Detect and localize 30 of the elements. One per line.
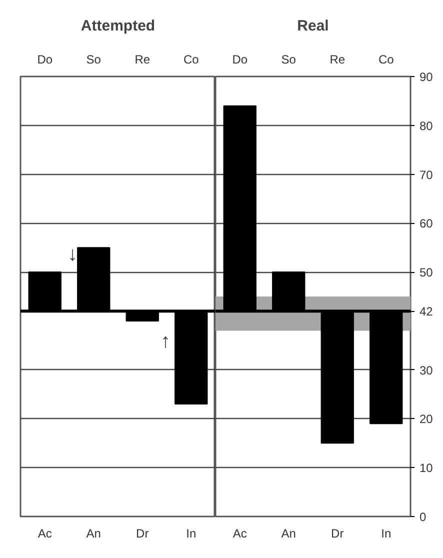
chart-title: Attempted xyxy=(80,18,156,34)
annotation: ↑ xyxy=(160,330,170,352)
y-tick-label: 60 xyxy=(420,216,434,231)
x-tick-label: Ac xyxy=(232,526,247,540)
y-tick-label: 80 xyxy=(420,118,434,133)
y-tick-label: 42 xyxy=(420,304,434,319)
y-tick-label: 10 xyxy=(420,461,434,476)
x-tick-label: Ac xyxy=(38,526,52,540)
annotation: ↓ xyxy=(68,244,78,266)
x-tick-label: In xyxy=(381,526,392,540)
text: Co xyxy=(378,52,394,66)
chart-title: Real xyxy=(297,18,329,34)
text: Co xyxy=(183,52,200,66)
y-tick-label: 30 xyxy=(420,363,434,378)
x-tick-label: An xyxy=(86,526,101,540)
x-tick-label: Dr xyxy=(136,526,149,540)
y-tick-label: 50 xyxy=(420,266,434,280)
y-tick-label: 90 xyxy=(420,70,434,84)
text: Re xyxy=(330,52,346,66)
x-tick-label: An xyxy=(281,526,296,540)
text: Re xyxy=(134,52,150,66)
x-tick-label: Dr xyxy=(331,526,344,540)
text: So xyxy=(86,52,102,66)
y-tick-label: 0 xyxy=(420,510,426,524)
text: So xyxy=(281,52,296,66)
x-tick-label: In xyxy=(186,526,196,540)
y-tick-label: 20 xyxy=(420,412,434,426)
text: Do xyxy=(37,52,53,66)
y-tick-label: 70 xyxy=(420,168,434,182)
text: Do xyxy=(232,52,248,66)
